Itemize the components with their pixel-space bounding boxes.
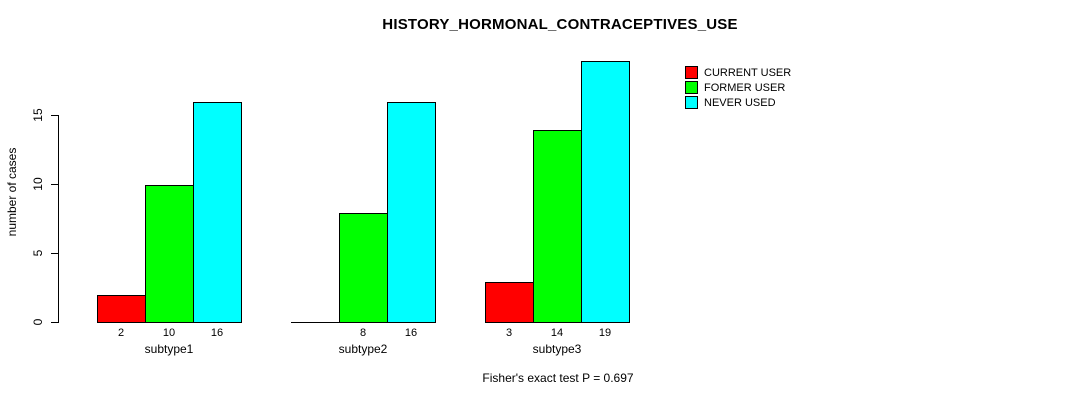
legend-swatch <box>685 66 698 79</box>
bar-value-label: 3 <box>505 327 513 339</box>
y-tick-label: 5 <box>31 249 45 257</box>
legend: CURRENT USER FORMER USER NEVER USED <box>685 66 791 111</box>
legend-item: FORMER USER <box>685 81 791 94</box>
y-tick <box>51 253 58 254</box>
bar-zero-line <box>291 322 340 323</box>
legend-item: CURRENT USER <box>685 66 791 79</box>
category-label: subtype3 <box>532 342 582 356</box>
bar-current-user <box>97 295 146 323</box>
bar-never-used <box>581 61 630 323</box>
bar-never-used <box>387 102 436 323</box>
legend-swatch <box>685 81 698 94</box>
legend-swatch <box>685 96 698 109</box>
fisher-test-caption: Fisher's exact test P = 0.697 <box>482 371 634 385</box>
bar-value-label: 8 <box>359 327 367 339</box>
bar-value-label: 19 <box>598 327 612 339</box>
bar-value-label: 10 <box>162 327 176 339</box>
category-label: subtype1 <box>144 342 194 356</box>
bar-never-used <box>193 102 242 323</box>
y-axis-line <box>58 115 59 323</box>
y-tick-label: 0 <box>31 318 45 326</box>
y-tick <box>51 322 58 323</box>
y-tick <box>51 184 58 185</box>
legend-label: CURRENT USER <box>704 66 792 79</box>
category-label: subtype2 <box>338 342 388 356</box>
bar-former-user <box>339 213 388 323</box>
bar-value-label: 16 <box>404 327 418 339</box>
legend-item: NEVER USED <box>685 96 791 109</box>
bar-current-user <box>485 282 534 323</box>
y-tick-label: 10 <box>31 177 45 191</box>
y-tick-label: 15 <box>31 108 45 122</box>
legend-label: FORMER USER <box>704 81 786 94</box>
chart-title: HISTORY_HORMONAL_CONTRACEPTIVES_USE <box>382 16 738 33</box>
bar-former-user <box>145 185 194 323</box>
bar-value-label: 16 <box>210 327 224 339</box>
bar-former-user <box>533 130 582 323</box>
bar-value-label: 14 <box>550 327 564 339</box>
legend-label: NEVER USED <box>704 96 776 109</box>
y-tick <box>51 115 58 116</box>
bar-value-label: 2 <box>117 327 125 339</box>
